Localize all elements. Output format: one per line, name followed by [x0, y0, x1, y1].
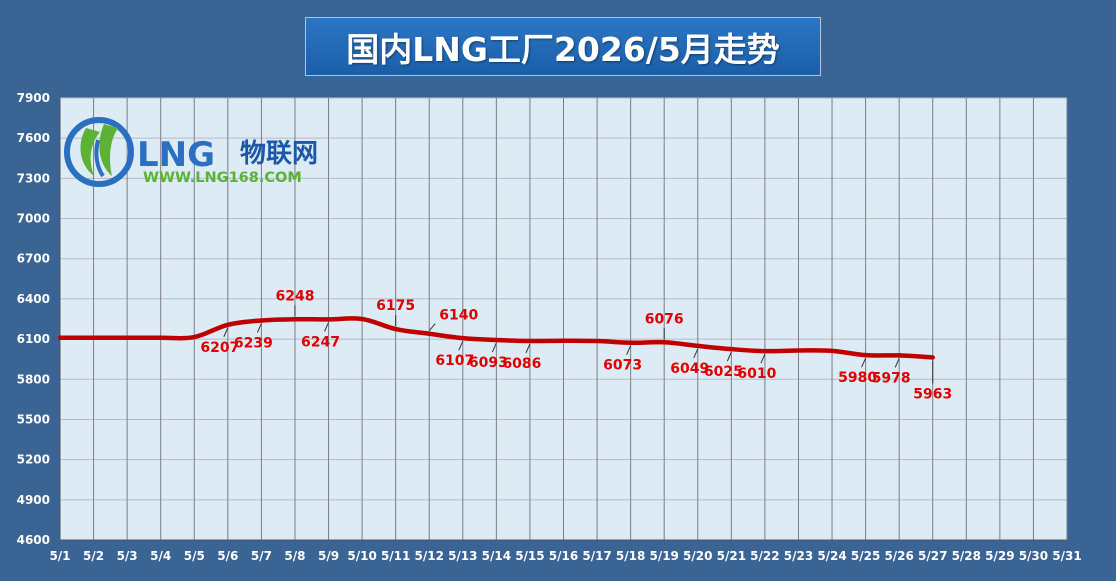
label-leader-line	[324, 322, 329, 332]
x-tick-label: 5/31	[1052, 549, 1081, 563]
y-tick-label: 4900	[17, 493, 50, 507]
data-label: 6247	[301, 334, 340, 350]
x-tick-label: 5/17	[582, 549, 611, 563]
x-axis-ticks: 5/1 5/2 5/3 5/4 5/5 5/6 5/7 5/8 5/9 5/10 5/11 5/12 5…	[49, 549, 1081, 563]
x-tick-label: 5/22	[750, 549, 779, 563]
x-tick-label: 5/7	[251, 549, 272, 563]
label-leader-line	[894, 358, 900, 368]
data-label: 6239	[234, 335, 273, 351]
y-tick-label: 7900	[17, 91, 50, 105]
x-tick-label: 5/29	[985, 549, 1014, 563]
data-label: 6248	[275, 288, 314, 304]
logo-brand-suffix: 物联网	[240, 139, 318, 169]
x-tick-label: 5/20	[683, 549, 712, 563]
grid-lines	[59, 97, 1068, 541]
x-tick-label: 5/16	[549, 549, 578, 563]
x-tick-label: 5/14	[482, 549, 511, 563]
x-tick-label: 5/1	[49, 549, 70, 563]
data-label: 6073	[603, 358, 642, 374]
data-label: 6086	[502, 356, 541, 372]
logo-leaf-left	[80, 128, 100, 176]
x-tick-label: 5/8	[284, 549, 305, 563]
x-tick-label: 5/21	[717, 549, 746, 563]
y-tick-label: 6700	[17, 252, 50, 266]
y-tick-label: 5500	[17, 412, 50, 426]
data-label: 6107	[435, 353, 474, 369]
series-line	[57, 316, 935, 360]
label-leader-line	[861, 357, 867, 368]
x-tick-label: 5/23	[784, 549, 813, 563]
y-tick-label: 5200	[17, 453, 50, 467]
y-tick-label: 7300	[17, 171, 50, 185]
x-tick-label: 5/10	[347, 549, 376, 563]
data-label: 6175	[376, 298, 415, 314]
label-leader-line	[525, 343, 531, 354]
y-tick-label: 4600	[17, 533, 50, 547]
data-label: 6076	[645, 311, 684, 327]
x-tick-label: 5/25	[851, 549, 880, 563]
label-leader-line	[428, 323, 436, 332]
x-tick-label: 5/6	[217, 549, 238, 563]
label-leader-line	[256, 323, 262, 333]
chart-title: 国内LNG工厂2026/5月走势	[346, 29, 780, 69]
data-label: 6025	[704, 364, 743, 380]
x-tick-label: 5/24	[817, 549, 846, 563]
logo-ring	[64, 117, 134, 187]
logo-stem	[94, 139, 105, 178]
label-leader-line	[458, 340, 464, 351]
data-label: 5963	[913, 386, 952, 402]
data-label: 6010	[737, 366, 776, 382]
x-tick-label: 5/3	[117, 549, 138, 563]
x-tick-label: 5/27	[918, 549, 947, 563]
label-leader-line	[726, 351, 732, 362]
x-tick-label: 5/13	[448, 549, 477, 563]
label-leader-line	[491, 342, 497, 353]
logo-brand-prefix: LNG	[137, 135, 215, 175]
data-label: 5980	[838, 370, 877, 386]
x-tick-label: 5/9	[318, 549, 339, 563]
x-tick-label: 5/12	[415, 549, 444, 563]
y-tick-label: 7600	[17, 131, 50, 145]
chart-title-box: 国内LNG工厂2026/5月走势	[305, 17, 821, 76]
x-tick-label: 5/5	[184, 549, 205, 563]
x-tick-label: 5/11	[381, 549, 410, 563]
label-leader-line	[760, 353, 766, 364]
label-leader-line	[626, 345, 632, 355]
label-leader-line	[223, 327, 229, 337]
y-tick-label: 6100	[17, 332, 50, 346]
logo-url: WWW.LNG168.COM	[143, 170, 302, 186]
x-tick-label: 5/15	[515, 549, 544, 563]
x-tick-label: 5/19	[649, 549, 678, 563]
x-tick-label: 5/28	[952, 549, 981, 563]
y-tick-label: 5800	[17, 372, 50, 386]
data-label: 6093	[469, 355, 508, 371]
series-line-path	[57, 316, 935, 360]
y-axis-ticks: 7900 7600 7300 7000 6700 6400 6100 5800 5500 5200…	[17, 91, 50, 547]
data-label: 6140	[439, 308, 478, 324]
x-tick-label: 5/30	[1019, 549, 1048, 563]
label-leader-line	[693, 348, 699, 359]
x-tick-label: 5/18	[616, 549, 645, 563]
x-tick-label: 5/4	[150, 549, 171, 563]
y-tick-label: 7000	[17, 212, 50, 226]
x-tick-label: 5/2	[83, 549, 104, 563]
logo-leaf-right	[99, 124, 118, 176]
y-tick-label: 6400	[17, 292, 50, 306]
data-label: 6049	[670, 361, 709, 377]
x-tick-label: 5/26	[884, 549, 913, 563]
data-label: 6207	[200, 340, 239, 356]
data-label: 5978	[872, 370, 911, 386]
